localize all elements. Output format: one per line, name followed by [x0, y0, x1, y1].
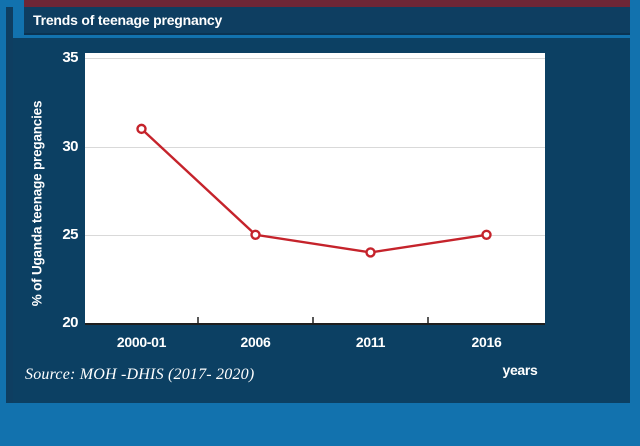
y-axis-tick-label: 35 — [62, 49, 78, 67]
x-axis-tick-label: 2016 — [471, 334, 502, 350]
left-accent-bar — [6, 7, 13, 403]
plot-area — [85, 53, 545, 325]
source-note: Source: MOH -DHIS (2017- 2020) — [25, 366, 255, 383]
chart-title: Trends of teenage pregnancy — [33, 12, 223, 28]
y-axis-tick-label: 30 — [62, 137, 78, 155]
chart-panel: % of Uganda teenage pregancies 20 25 30 35 … — [13, 38, 630, 403]
gridline — [85, 146, 545, 148]
trend-line — [140, 128, 487, 254]
data-point-marker — [365, 247, 376, 258]
x-axis-tick-label: 2006 — [240, 334, 271, 350]
y-axis-tick-label: 20 — [62, 314, 78, 331]
x-axis-title: years — [502, 362, 538, 378]
x-axis-tick-label: 2000-01 — [116, 334, 167, 350]
title-underline — [24, 33, 630, 35]
data-point-marker — [481, 229, 492, 240]
y-axis-title: % of Uganda teenage pregancies — [29, 100, 45, 307]
y-axis-tick-label: 25 — [62, 225, 78, 243]
data-point-marker — [250, 229, 261, 240]
line-chart — [136, 123, 492, 323]
gridline — [85, 234, 545, 236]
title-bar: Trends of teenage pregnancy — [24, 7, 630, 33]
data-point-marker — [136, 123, 147, 135]
x-axis-tick-label: 2011 — [355, 334, 386, 350]
top-accent-bar — [24, 0, 630, 7]
gridline — [85, 58, 545, 60]
